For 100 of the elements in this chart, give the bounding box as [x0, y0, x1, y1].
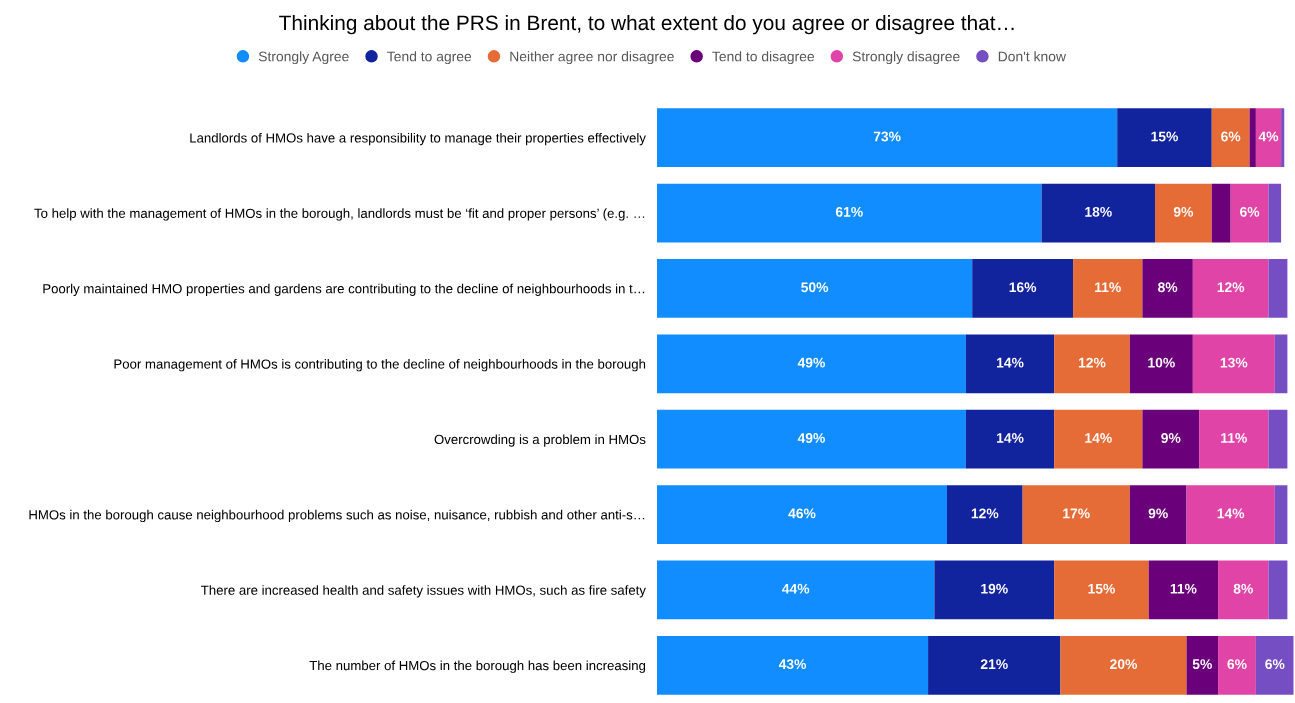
bar	[1129, 334, 1193, 394]
y-tick-label: HMOs in the borough cause neighbourhood problems such as noise, nuisance, rubbish and other anti-s…	[29, 509, 645, 523]
data-label: 44%	[782, 583, 810, 594]
bar	[928, 635, 1061, 695]
data-label: 46%	[788, 508, 816, 519]
bar	[657, 334, 966, 394]
chart-title: Thinking about the PRS in Brent, to what extent do you agree or disagree that…	[279, 14, 1014, 35]
legend-label: Neither agree nor disagree	[510, 51, 674, 65]
bar	[1255, 635, 1294, 695]
bar	[1211, 108, 1250, 168]
bar	[1230, 183, 1269, 243]
bar	[1022, 485, 1130, 544]
bar	[1218, 560, 1269, 620]
data-label: 6%	[1240, 206, 1260, 217]
data-label: 73%	[873, 131, 901, 142]
legend-label: Tend to disagree	[712, 51, 815, 65]
bar	[1073, 259, 1143, 318]
y-tick-label: To help with the management of HMOs in the borough, landlords must be ‘fit and proper persons’ (e.g. …	[34, 208, 645, 221]
data-label: 14%	[1217, 508, 1245, 519]
data-label: 14%	[1085, 433, 1112, 443]
data-label: 6%	[1227, 659, 1247, 670]
y-tick-label: Overcrowding is a problem in HMOs	[434, 434, 646, 447]
bar	[1129, 485, 1187, 544]
legend-label: Don't know	[998, 51, 1066, 62]
bar	[657, 259, 973, 318]
bar	[1211, 183, 1231, 243]
data-label: 14%	[997, 357, 1024, 368]
bar	[965, 334, 1055, 394]
bar	[1054, 334, 1130, 394]
bar	[934, 560, 1055, 620]
bar	[657, 108, 1118, 168]
data-label: 15%	[1088, 583, 1115, 594]
data-label: 6%	[1221, 131, 1241, 142]
bar	[1218, 635, 1256, 695]
data-label: 19%	[981, 583, 1008, 594]
data-label: 8%	[1233, 583, 1253, 594]
legend-label: Strongly disagree	[852, 51, 960, 65]
bar	[1117, 108, 1212, 168]
bar	[1268, 560, 1288, 620]
bar	[946, 485, 1023, 544]
data-label: 10%	[1148, 357, 1175, 368]
y-tick-label: There are increased health and safety issues with HMOs, such as fire safety	[201, 585, 646, 598]
bar	[1274, 485, 1288, 544]
bar	[1192, 259, 1269, 318]
legend-label: Strongly Agree	[258, 51, 349, 65]
bar	[1281, 108, 1285, 168]
y-tick-label: Poorly maintained HMO properties and gardens are contributing to the decline of neighbourhoods in t…	[43, 283, 645, 296]
data-label: 13%	[1220, 357, 1248, 368]
bar	[1054, 409, 1143, 469]
bar	[972, 259, 1074, 318]
bar	[1060, 635, 1187, 695]
bar	[1148, 560, 1219, 620]
bar	[1192, 334, 1275, 394]
data-label: 12%	[1078, 357, 1106, 368]
data-label: 12%	[1217, 282, 1245, 293]
bar	[1249, 108, 1256, 168]
y-tick-label: The number of HMOs in the borough has been increasing	[309, 660, 646, 673]
bar	[657, 409, 966, 469]
data-label: 50%	[801, 282, 829, 293]
bar	[1255, 108, 1282, 168]
data-label: 18%	[1085, 206, 1112, 217]
bar	[1054, 560, 1149, 620]
data-label: 9%	[1161, 433, 1181, 443]
data-label: 49%	[797, 433, 825, 443]
bar	[1041, 183, 1156, 243]
bar	[965, 409, 1055, 469]
data-label: 61%	[835, 206, 863, 217]
data-label: 4%	[1258, 131, 1279, 142]
data-label: 11%	[1095, 282, 1121, 293]
legend-label: Tend to agree	[387, 51, 472, 65]
data-label: 17%	[1063, 508, 1090, 519]
data-label: 14%	[997, 433, 1024, 443]
bar	[1199, 409, 1269, 469]
data-label: 5%	[1192, 659, 1212, 670]
data-label: 21%	[980, 659, 1008, 670]
data-label: 8%	[1158, 282, 1178, 293]
bar	[657, 183, 1042, 243]
bar	[657, 635, 929, 695]
bar	[657, 485, 947, 544]
data-label: 6%	[1265, 659, 1285, 670]
bar	[1142, 259, 1193, 318]
data-label: 9%	[1173, 206, 1194, 217]
bar	[1155, 183, 1212, 243]
bar	[657, 560, 935, 620]
y-tick-label: Landlords of HMOs have a responsibility to manage their properties effectively	[190, 132, 646, 146]
bar	[1186, 635, 1219, 695]
data-label: 11%	[1221, 433, 1247, 443]
data-label: 43%	[778, 659, 807, 670]
data-label: 20%	[1110, 659, 1138, 670]
data-label: 12%	[971, 508, 999, 519]
data-label: 15%	[1151, 131, 1179, 142]
data-label: 11%	[1170, 583, 1197, 594]
bar	[1268, 409, 1288, 469]
bar	[1268, 183, 1282, 243]
data-label: 49%	[797, 357, 825, 368]
bar	[1142, 409, 1200, 469]
data-label: 9%	[1148, 508, 1168, 519]
data-label: 16%	[1009, 282, 1037, 293]
y-tick-label: Poor management of HMOs is contributing to the decline of neighbourhoods in the borough	[114, 359, 646, 372]
bar	[1268, 259, 1288, 318]
